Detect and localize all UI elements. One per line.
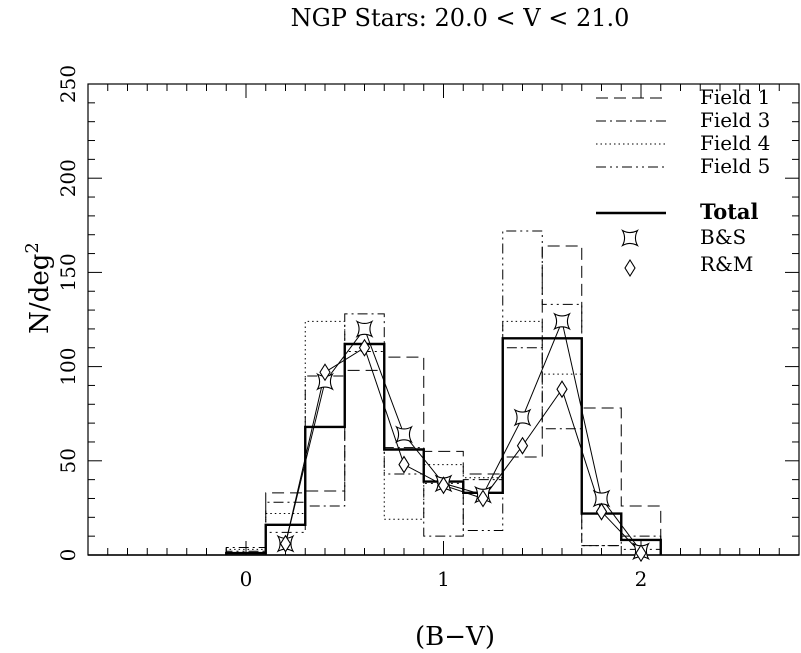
y-tick-label: 150 bbox=[56, 253, 80, 291]
point-r-m bbox=[358, 338, 371, 357]
x-tick-label: 1 bbox=[437, 567, 450, 591]
legend-label-field-1: Field 1 bbox=[700, 85, 770, 109]
histogram-field-3 bbox=[225, 313, 662, 555]
legend-label-total: Total bbox=[700, 199, 759, 224]
y-tick-label: 0 bbox=[56, 549, 80, 562]
point-b-s bbox=[553, 312, 571, 331]
y-tick-label: 250 bbox=[56, 65, 80, 103]
point-b-s bbox=[395, 425, 413, 444]
point-b-s bbox=[355, 320, 374, 338]
point-r-m bbox=[477, 489, 489, 508]
x-ticks: 0 1 2 bbox=[87, 84, 800, 591]
chart-title: NGP Stars: 20.0 < V < 21.0 bbox=[291, 4, 630, 32]
legend-swatch-r-m bbox=[624, 258, 636, 278]
x-tick-label: 2 bbox=[635, 567, 648, 591]
histogram-field-1 bbox=[225, 245, 662, 555]
legend-label-field-3: Field 3 bbox=[700, 108, 770, 132]
point-r-m bbox=[516, 436, 529, 455]
histogram-field-5 bbox=[225, 230, 662, 555]
y-axis-label-base: N/deg bbox=[25, 254, 55, 334]
histogram-total bbox=[225, 337, 662, 555]
point-r-m bbox=[398, 455, 410, 474]
svg-text:N/deg2: N/deg2 bbox=[22, 242, 55, 334]
y-axis-label-superscript: 2 bbox=[22, 242, 43, 253]
point-r-m bbox=[635, 544, 647, 563]
point-b-s bbox=[592, 489, 611, 508]
series-line-r-m bbox=[285, 347, 642, 554]
point-r-m bbox=[595, 502, 608, 521]
point-r-m bbox=[437, 476, 450, 495]
x-tick-label: 0 bbox=[240, 567, 253, 591]
y-tick-label: 200 bbox=[56, 159, 80, 197]
y-tick-label: 100 bbox=[56, 348, 80, 386]
histogram-field-4 bbox=[225, 320, 662, 555]
point-r-m bbox=[556, 380, 568, 399]
x-axis-label: (B−V) bbox=[415, 622, 495, 652]
legend-label-field-5: Field 5 bbox=[700, 154, 770, 178]
y-tick-label: 50 bbox=[56, 448, 80, 473]
marker-series bbox=[276, 312, 650, 563]
legend-label-field-4: Field 4 bbox=[700, 131, 770, 155]
y-ticks: 0 50 100 150 200 250 bbox=[56, 65, 799, 561]
point-r-m bbox=[279, 534, 292, 553]
histograms bbox=[88, 230, 799, 556]
point-b-s bbox=[513, 408, 532, 427]
y-axis-label: N/deg2 bbox=[22, 242, 55, 334]
series-line-b-s bbox=[285, 319, 642, 552]
point-r-m bbox=[319, 363, 331, 382]
legend-label-r-m: R&M bbox=[700, 252, 753, 276]
legend-label-b-s: B&S bbox=[700, 225, 746, 249]
legend-swatch-b-s bbox=[621, 229, 639, 247]
